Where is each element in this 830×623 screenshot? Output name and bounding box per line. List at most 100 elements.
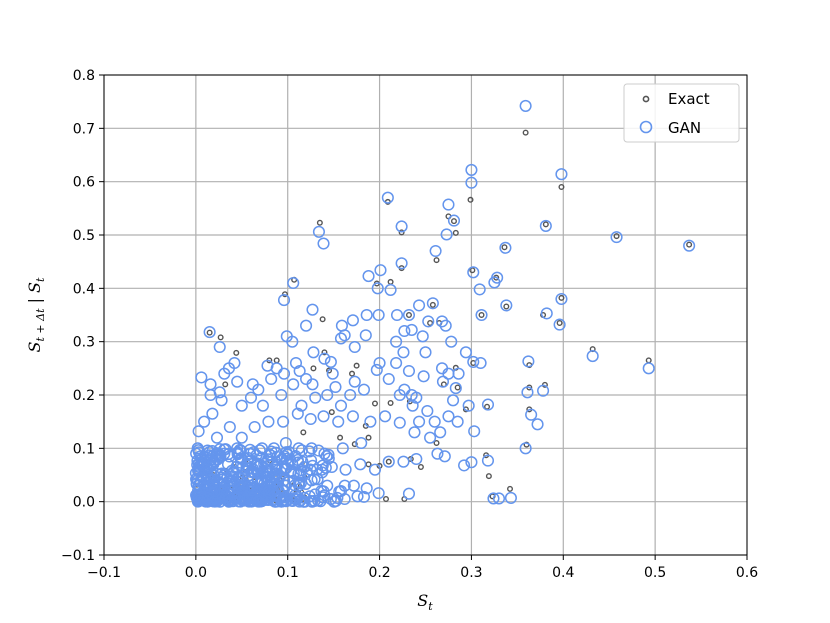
gan-point bbox=[199, 481, 212, 494]
gan-point bbox=[462, 399, 475, 412]
x-tick-label: 0.4 bbox=[552, 565, 574, 581]
gan-point bbox=[286, 335, 299, 348]
gan-point bbox=[287, 276, 300, 290]
exact-point bbox=[558, 294, 565, 301]
gan-point bbox=[222, 447, 235, 461]
gan-point bbox=[293, 364, 306, 378]
gan-point bbox=[440, 228, 453, 241]
gan-point bbox=[390, 335, 403, 348]
gan-point bbox=[215, 467, 228, 480]
exact-point bbox=[454, 384, 461, 391]
exact-point bbox=[686, 241, 693, 248]
gan-point bbox=[397, 346, 410, 359]
gan-point bbox=[468, 425, 481, 438]
gan-point bbox=[360, 482, 373, 495]
exact-point bbox=[371, 400, 378, 407]
exact-point bbox=[233, 349, 240, 356]
gan-point bbox=[354, 458, 367, 471]
gan-point bbox=[442, 410, 455, 423]
legend: Exact GAN bbox=[623, 83, 740, 143]
gan-point bbox=[519, 99, 532, 112]
exact-point bbox=[337, 434, 344, 441]
gan-point bbox=[304, 412, 317, 426]
gan-point bbox=[393, 416, 406, 429]
gan-point bbox=[347, 479, 360, 492]
exact-point bbox=[556, 320, 563, 327]
gan-point bbox=[475, 308, 488, 322]
exact-point bbox=[558, 183, 565, 190]
gan-point bbox=[422, 315, 435, 328]
gan-point bbox=[203, 326, 216, 339]
gan-point bbox=[316, 459, 329, 472]
gan-point bbox=[381, 191, 394, 204]
gan-point bbox=[256, 399, 269, 412]
gan-point bbox=[236, 469, 249, 482]
exact-point bbox=[405, 312, 412, 319]
gan-point bbox=[265, 372, 278, 386]
gan-point bbox=[348, 340, 361, 354]
gan-point bbox=[525, 408, 538, 421]
gan-point bbox=[555, 292, 568, 306]
gan-point bbox=[519, 442, 532, 455]
gan-point bbox=[193, 481, 206, 494]
gan-point bbox=[291, 407, 304, 420]
exact-point bbox=[316, 219, 323, 226]
gan-point bbox=[429, 244, 442, 258]
gan-point bbox=[451, 415, 464, 428]
gan-point bbox=[261, 471, 274, 484]
x-tick-label: 0.6 bbox=[736, 565, 758, 581]
gan-point bbox=[465, 163, 478, 176]
gan-point bbox=[344, 388, 357, 402]
gan-point bbox=[531, 418, 544, 431]
x-tick-label: 0.1 bbox=[277, 565, 299, 581]
gan-point bbox=[304, 463, 317, 476]
exact-point bbox=[310, 365, 317, 372]
gan-point bbox=[499, 241, 512, 254]
x-tick-label: 0.5 bbox=[644, 565, 666, 581]
gan-point bbox=[421, 404, 434, 418]
gan-point bbox=[336, 442, 349, 455]
gan-point bbox=[488, 276, 501, 289]
gan-point bbox=[235, 431, 248, 444]
gan-point bbox=[382, 372, 395, 386]
gan-point bbox=[206, 407, 219, 420]
exact-point bbox=[478, 312, 485, 319]
gan-point bbox=[390, 308, 404, 322]
exact-point bbox=[351, 441, 358, 448]
exact-point bbox=[387, 400, 394, 407]
gan-point bbox=[277, 415, 290, 428]
gan-point bbox=[426, 297, 439, 310]
exact-point bbox=[462, 406, 469, 413]
y-axis-title: St + Δt | St bbox=[25, 277, 47, 353]
exact-point bbox=[328, 409, 335, 416]
y-tick-label: 0.1 bbox=[73, 441, 95, 457]
gan-point bbox=[379, 410, 392, 423]
gan-point bbox=[252, 473, 265, 486]
gan-point bbox=[305, 454, 318, 467]
legend-exact-marker bbox=[642, 95, 650, 103]
exact-point bbox=[206, 329, 213, 336]
gan-point bbox=[231, 490, 244, 503]
exact-point bbox=[383, 496, 390, 503]
gan-point bbox=[438, 450, 451, 463]
gan-point bbox=[280, 446, 293, 459]
gan-point bbox=[500, 299, 513, 312]
gan-point bbox=[436, 375, 450, 388]
gan-point bbox=[246, 482, 259, 495]
gan-point bbox=[481, 398, 495, 411]
exact-point bbox=[484, 403, 491, 410]
gan-point bbox=[308, 494, 321, 508]
gan-point bbox=[250, 449, 263, 462]
gan-point bbox=[326, 367, 339, 380]
gan-point bbox=[318, 352, 331, 365]
gan-point bbox=[210, 431, 224, 444]
gan-point bbox=[458, 459, 471, 472]
gan-point bbox=[238, 494, 251, 507]
gan-point bbox=[211, 468, 224, 481]
exact-point bbox=[321, 349, 328, 356]
gan-point bbox=[537, 384, 550, 397]
gan-point bbox=[246, 462, 259, 475]
gan-point bbox=[683, 239, 696, 252]
gan-point bbox=[481, 454, 495, 467]
